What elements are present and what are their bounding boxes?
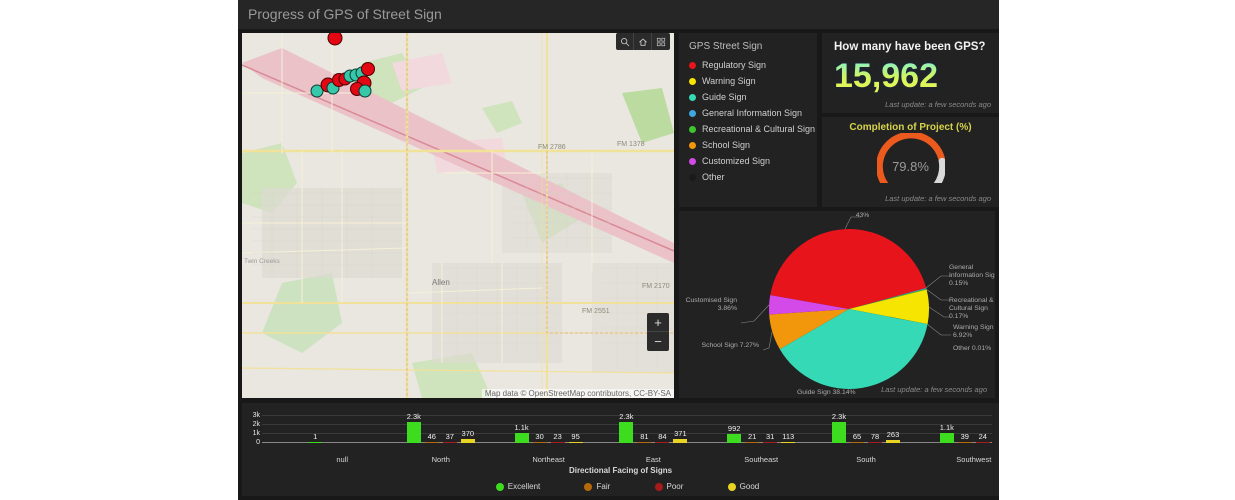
svg-text:Allen: Allen: [432, 278, 450, 287]
svg-text:FM 2786: FM 2786: [538, 144, 566, 151]
svg-text:Twin Creeks: Twin Creeks: [244, 258, 281, 265]
svg-text:FM 1378: FM 1378: [617, 141, 645, 148]
svg-text:FM 2170: FM 2170: [642, 283, 670, 290]
svg-text:FM 2551: FM 2551: [582, 308, 610, 315]
